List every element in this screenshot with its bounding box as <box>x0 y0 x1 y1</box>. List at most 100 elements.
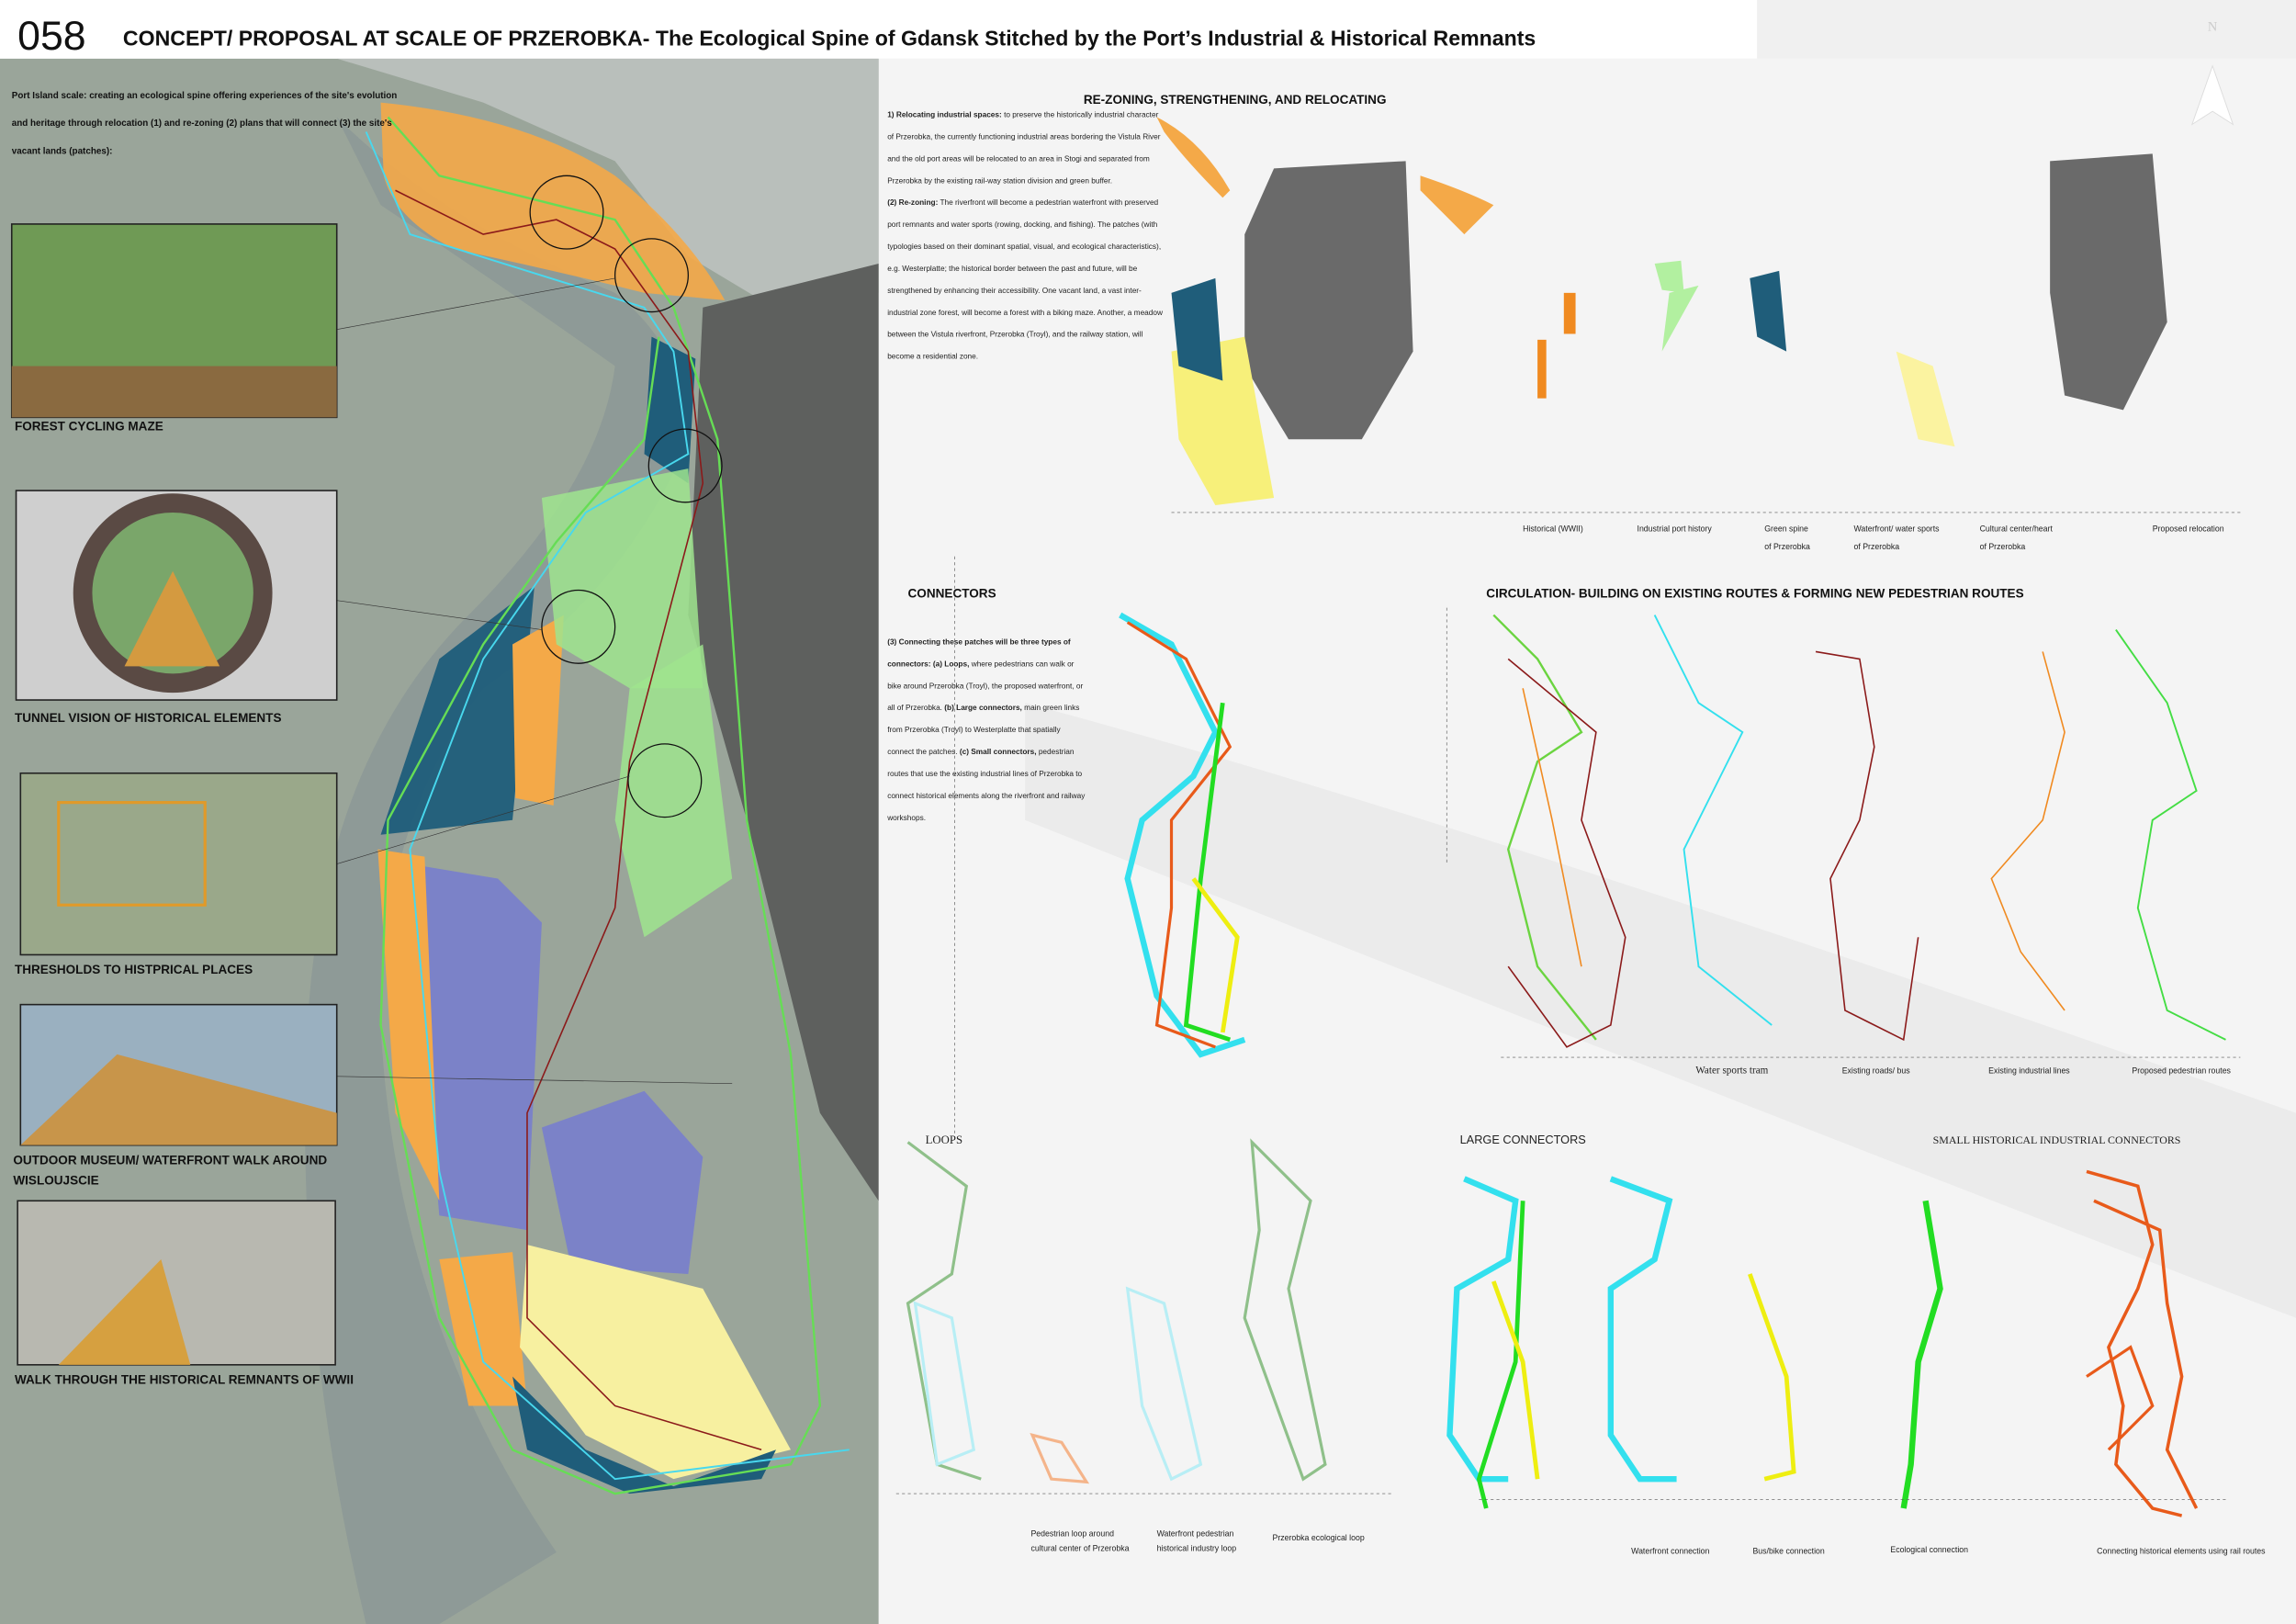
paragraph-head: 1) Relocating industrial spaces: <box>887 111 1002 120</box>
focus-circle <box>647 428 723 503</box>
patch-blue <box>644 336 696 484</box>
route-label: Water sports tram <box>1695 1066 1768 1077</box>
loop-label: Przerobka ecological loop <box>1273 1533 1365 1542</box>
paragraph-body: to preserve the historically industrial … <box>887 111 1161 186</box>
paragraph-body: The riverfront will become a pedestrian … <box>887 198 1163 362</box>
legend-label: of Przerobka <box>1853 542 1899 551</box>
legend-label: Proposed relocation <box>2153 524 2224 534</box>
loop-label: cultural center of Przerobka <box>1030 1543 1129 1552</box>
focus-circle <box>614 238 689 313</box>
photo-caption: TUNNEL VISION OF HISTORICAL ELEMENTS <box>15 711 282 725</box>
loop-label: Waterfront pedestrian <box>1157 1528 1234 1538</box>
focus-circle <box>627 743 703 818</box>
paragraph-head: (b) Large connectors, <box>944 704 1022 714</box>
connector-route <box>2086 1169 2183 1517</box>
connector-route <box>1191 877 1240 1033</box>
legend-label: Historical (WWII) <box>1523 524 1583 534</box>
zone-shape <box>1156 117 1231 198</box>
route-label: Existing roads/ bus <box>1842 1066 1911 1076</box>
patch-orange <box>439 1252 527 1406</box>
photo-detail <box>57 801 207 907</box>
zone-shape <box>1420 175 1494 235</box>
paragraph-body: pedestrian routes that use the existing … <box>887 748 1086 823</box>
photo-caption: FOREST CYCLING MAZE <box>15 420 163 434</box>
zone-shape <box>1244 161 1413 440</box>
header-bar <box>1757 0 2296 59</box>
patch-yellow <box>520 1245 791 1480</box>
zone-shape <box>2050 153 2167 411</box>
connector-label: Ecological connection <box>1890 1545 1968 1554</box>
connector-route <box>2086 1345 2155 1451</box>
photo-detail <box>58 1259 191 1365</box>
circulation-route <box>1990 651 2065 1011</box>
patch-purple <box>541 1090 703 1274</box>
legend-label: of Przerobka <box>1764 542 1810 551</box>
zone-shape <box>1537 339 1547 399</box>
photo-caption: WALK THROUGH THE HISTORICAL REMNANTS OF … <box>15 1373 354 1387</box>
intro-text: Port Island scale: creating an ecologica… <box>11 90 398 157</box>
connector-route <box>1476 1201 1525 1509</box>
circulation-route <box>1653 615 1773 1026</box>
photo-caption: OUTDOOR MUSEUM/ WATERFRONT WALK AROUND W… <box>13 1152 328 1188</box>
sea <box>336 58 879 300</box>
circulation-route <box>1492 614 1597 1041</box>
loop-route <box>1030 1433 1090 1484</box>
rezoning-text: 1) Relocating industrial spaces: to pres… <box>887 106 1165 369</box>
patch-orange <box>380 102 726 300</box>
north-label: N <box>2208 19 2218 34</box>
patch-blue <box>512 1376 777 1494</box>
road-route <box>395 189 762 1451</box>
connector-label: Connecting historical elements using rai… <box>2097 1546 2266 1555</box>
connector-route <box>1900 1200 1943 1509</box>
north-arrow <box>2190 64 2234 126</box>
focus-circle <box>529 175 604 250</box>
sheet-number: 058 <box>17 14 85 59</box>
circulation-route <box>1815 650 1919 1042</box>
connector-route <box>1748 1273 1796 1482</box>
poster-title: CONCEPT/ PROPOSAL AT SCALE OF PRZEROBKA-… <box>123 26 1536 50</box>
route-label: Proposed pedestrian routes <box>2132 1066 2231 1076</box>
patch-purple <box>410 863 542 1231</box>
photo-caption: THRESHOLDS TO HISTPRICAL PLACES <box>15 963 253 976</box>
paragraph-body: main green links from Przerobka (Troyl) … <box>887 704 1080 758</box>
paragraph-head: (c) Small connectors, <box>959 748 1037 758</box>
zone-shape <box>1896 351 1955 447</box>
green-route <box>379 116 822 1495</box>
section-title: CIRCULATION- BUILDING ON EXISTING ROUTES… <box>1486 586 2023 600</box>
section-title: LARGE CONNECTORS <box>1460 1133 1586 1146</box>
focus-circle <box>541 589 616 664</box>
industrial-area <box>688 263 879 1201</box>
connector-label: Waterfront connection <box>1631 1546 1709 1555</box>
route-label: Existing industrial lines <box>1988 1066 2070 1076</box>
zone-shape <box>1171 336 1275 506</box>
leader-line <box>336 277 615 331</box>
circulation-route <box>1507 658 1626 1048</box>
circulation-route <box>1522 688 1582 967</box>
connector-route <box>1183 702 1232 1043</box>
legend-label: Cultural center/heart <box>1980 524 2054 534</box>
loop-route <box>906 1141 982 1481</box>
paragraph-head: (2) Re-zoning: <box>887 198 939 209</box>
connector-route <box>1126 621 1232 1049</box>
connector-route <box>2093 1199 2199 1509</box>
section-title: SMALL HISTORICAL INDUSTRIAL CONNECTORS <box>1933 1133 2181 1146</box>
section-title: RE-ZONING, STRENGTHENING, AND RELOCATING <box>1084 93 1387 107</box>
water-route <box>365 131 850 1481</box>
connectors-text: (3) Connecting these patches will be thr… <box>887 638 1086 823</box>
zone-shape <box>1563 292 1576 334</box>
loop-route <box>1243 1138 1327 1482</box>
paragraph: 1) Relocating industrial spaces: to pres… <box>887 106 1165 369</box>
patch-orange <box>512 615 564 806</box>
patch-green <box>541 468 703 689</box>
leader-line <box>336 1076 733 1085</box>
legend-label: Industrial port history <box>1638 524 1713 534</box>
patch-green <box>614 644 733 938</box>
background-wash <box>1025 703 2296 1318</box>
zone-shape <box>1654 260 1684 293</box>
intro-paragraph: Port Island scale: creating an ecologica… <box>11 90 398 157</box>
photo-caption-box: OUTDOOR MUSEUM/ WATERFRONT WALK AROUND W… <box>13 1152 328 1188</box>
paragraph-head: (a) Loops, <box>932 660 970 670</box>
section-title: CONNECTORS <box>908 586 996 600</box>
legend-label: of Przerobka <box>1980 542 2026 551</box>
loop-label: historical industry loop <box>1157 1543 1237 1552</box>
